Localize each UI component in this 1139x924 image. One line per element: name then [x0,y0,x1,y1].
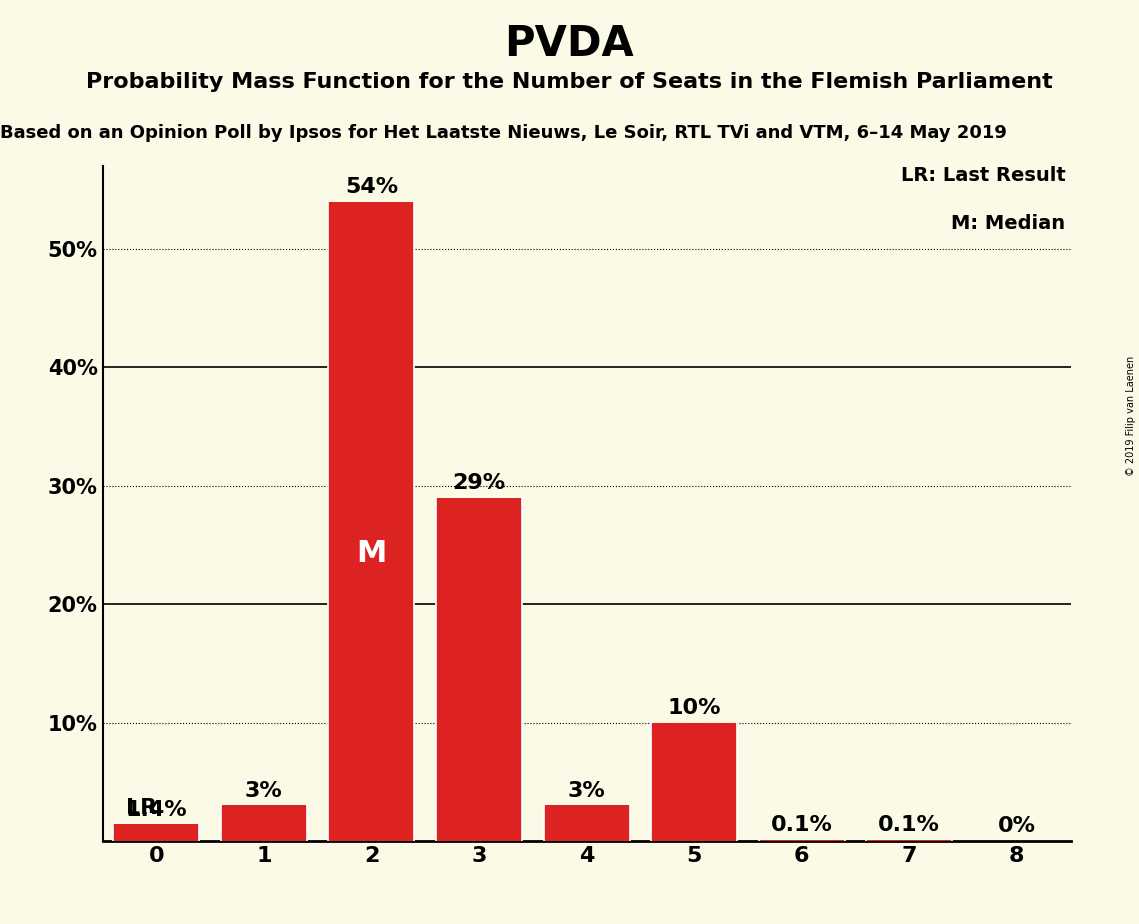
Text: 3%: 3% [245,781,282,800]
Text: 0.1%: 0.1% [771,815,833,835]
Bar [543,806,630,841]
Text: LR: Last Result: LR: Last Result [901,166,1065,186]
Text: 54%: 54% [345,177,398,197]
Text: © 2019 Filip van Laenen: © 2019 Filip van Laenen [1126,356,1136,476]
Text: M: Median: M: Median [951,213,1065,233]
Text: 10%: 10% [667,698,721,718]
Bar [867,840,952,841]
Bar [436,498,522,841]
Text: 0.1%: 0.1% [878,815,940,835]
Text: LR: LR [126,798,157,819]
Bar [113,824,199,841]
Text: 3%: 3% [567,781,606,800]
Text: 0%: 0% [998,816,1035,836]
Text: 29%: 29% [452,473,506,492]
Text: 1.4%: 1.4% [125,799,187,820]
Bar [328,201,415,841]
Bar [652,723,737,841]
Bar [221,806,306,841]
Bar [759,840,845,841]
Text: PVDA: PVDA [505,23,634,65]
Text: Probability Mass Function for the Number of Seats in the Flemish Parliament: Probability Mass Function for the Number… [87,72,1052,92]
Text: Based on an Opinion Poll by Ipsos for Het Laatste Nieuws, Le Soir, RTL TVi and V: Based on an Opinion Poll by Ipsos for He… [0,124,1007,141]
Text: M: M [357,539,386,567]
